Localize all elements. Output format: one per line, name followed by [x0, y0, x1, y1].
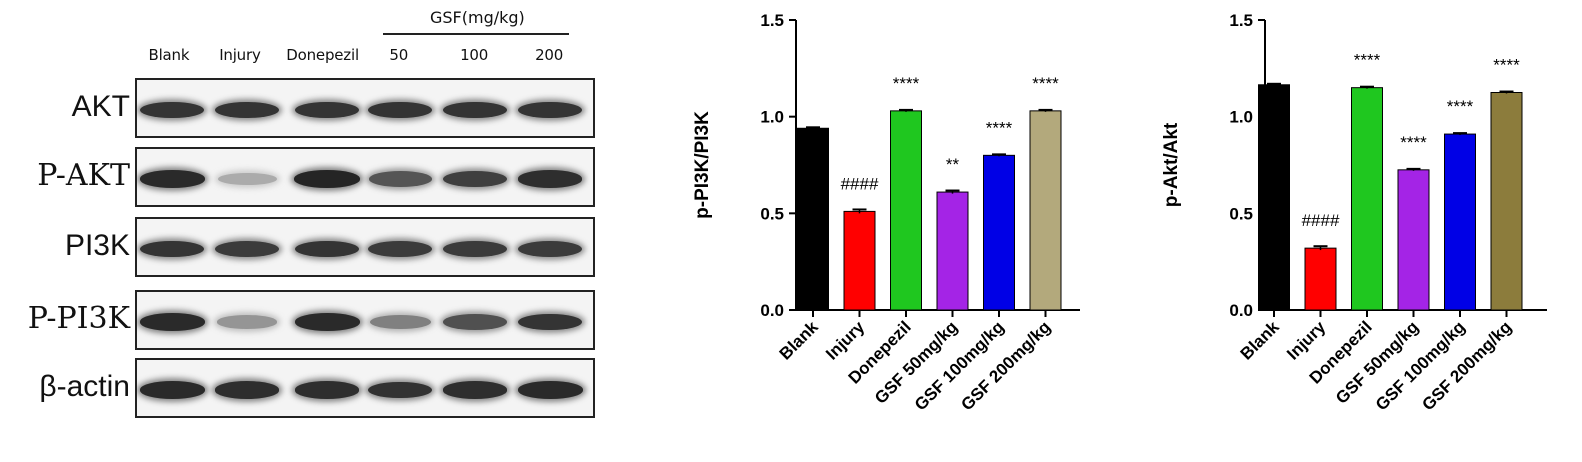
- significance-label: ####: [841, 174, 879, 193]
- blot-band: [294, 170, 360, 188]
- lane-label: Donepezil: [286, 46, 359, 64]
- blot-strip: [135, 78, 595, 138]
- blot-band: [139, 170, 205, 188]
- significance-label: ****: [1447, 97, 1474, 116]
- blot-band: [217, 315, 277, 329]
- blot-band: [367, 240, 433, 258]
- lane-label: Blank: [148, 46, 190, 64]
- blot-strip: [135, 147, 595, 207]
- y-tick-label: 0.5: [760, 204, 784, 223]
- blot-strip: [135, 290, 595, 350]
- blot-band: [442, 381, 508, 399]
- y-tick-label: 1.0: [1229, 108, 1253, 127]
- blot-band: [294, 313, 360, 331]
- gsf-header: GSF(mg/kg): [430, 8, 525, 27]
- y-tick-label: 0.0: [760, 301, 784, 320]
- blot-band: [294, 381, 360, 399]
- blot-band: [139, 240, 205, 258]
- blot-band: [368, 171, 432, 187]
- blot-strip: [135, 217, 595, 277]
- blot-band: [214, 240, 280, 258]
- lane-label: 50: [389, 46, 409, 64]
- lane-label: 100: [460, 46, 489, 64]
- category-label: GSF 50mg/kg: [1332, 317, 1422, 407]
- blot-band: [517, 313, 583, 331]
- bar: [1444, 133, 1476, 311]
- bar: [1351, 87, 1383, 311]
- blot-band: [442, 240, 508, 258]
- blot-band: [294, 240, 360, 258]
- blot-band: [517, 101, 583, 119]
- blot-band: [443, 170, 507, 188]
- significance-label: ****: [986, 118, 1013, 137]
- y-tick-label: 1.5: [1229, 11, 1253, 30]
- bar: [843, 210, 876, 311]
- y-tick-label: 1.5: [760, 11, 784, 30]
- bar: [1304, 247, 1337, 311]
- significance-label: **: [946, 155, 960, 174]
- significance-label: ####: [1302, 211, 1340, 230]
- blot-band: [442, 101, 508, 119]
- y-axis-label: p-PI3K/PI3K: [692, 111, 713, 219]
- category-label: Blank: [1237, 317, 1284, 364]
- significance-label: ****: [1493, 56, 1520, 75]
- blot-band: [369, 315, 431, 329]
- bar: [936, 191, 969, 311]
- y-tick-label: 0.5: [1229, 204, 1253, 223]
- blot-band: [214, 381, 280, 399]
- y-axis-label: p-Akt/Akt: [1161, 122, 1182, 207]
- blot-band: [367, 101, 433, 119]
- blot-strip: [135, 358, 595, 418]
- significance-label: ****: [893, 74, 920, 93]
- blot-band: [517, 240, 583, 258]
- blot-row-label: AKT: [71, 90, 130, 123]
- blot-row-label: β-actin: [39, 370, 130, 403]
- blot-band: [139, 101, 205, 119]
- significance-label: ****: [1400, 133, 1427, 152]
- blot-band: [139, 381, 205, 399]
- bar: [1029, 110, 1062, 311]
- blot-band: [217, 172, 277, 186]
- lane-label: Injury: [219, 46, 261, 64]
- significance-label: ****: [1032, 74, 1059, 93]
- y-tick-label: 0.0: [1229, 301, 1253, 320]
- blot-band: [517, 170, 583, 188]
- blot-row-label: P-PI3K: [27, 301, 130, 336]
- lane-label: 200: [535, 46, 564, 64]
- blot-row-label: P-AKT: [37, 158, 130, 193]
- bar: [1397, 169, 1430, 311]
- significance-label: ****: [1354, 51, 1381, 70]
- blot-band: [214, 101, 280, 119]
- bar: [983, 154, 1015, 311]
- bar: [890, 110, 922, 311]
- category-label: GSF 50mg/kg: [871, 317, 961, 407]
- bar: [797, 127, 829, 311]
- blot-band: [294, 101, 360, 119]
- blot-band: [443, 314, 507, 330]
- bar: [1258, 84, 1290, 311]
- blot-band: [367, 381, 433, 399]
- blot-band: [139, 313, 205, 331]
- blot-row-label: PI3K: [64, 229, 130, 262]
- blot-band: [517, 381, 583, 399]
- western-blot-panel: GSF(mg/kg) Blank Injury Donepezil 50 100 200 …: [0, 0, 640, 462]
- y-tick-label: 1.0: [760, 108, 784, 127]
- bar: [1490, 92, 1523, 311]
- gsf-header-line: [383, 33, 569, 35]
- category-label: Blank: [776, 317, 823, 364]
